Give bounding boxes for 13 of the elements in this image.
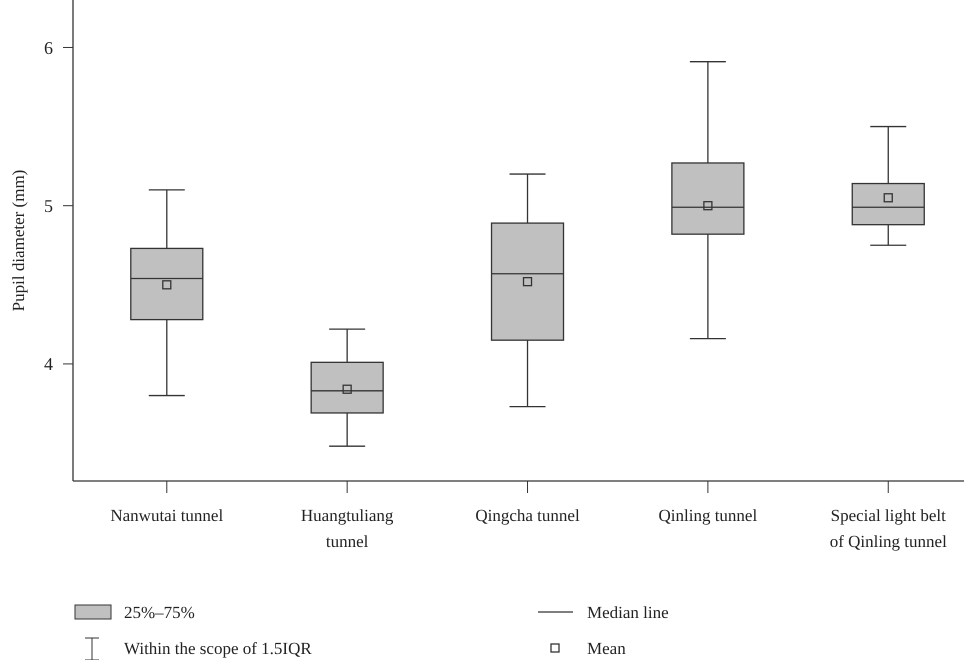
text: Median line [587, 602, 669, 622]
y-tick-label: 5 [44, 196, 53, 216]
x-tick-label: Qinling tunnel [658, 506, 758, 525]
y-axis-title: Pupil diameter (mm) [9, 170, 28, 312]
text: Mean [587, 638, 626, 658]
text: Within the scope of 1.5IQR [124, 638, 312, 658]
y-tick-label: 6 [44, 38, 53, 58]
y-tick-label: 4 [44, 354, 53, 374]
x-tick-label: Huangtuliang tunnel [300, 506, 394, 551]
x-tick-label: Qingcha tunnel [475, 506, 580, 525]
x-tick-label: Special light belt of Qinling tunnel [830, 506, 948, 551]
text: 25%–75% [124, 602, 195, 622]
x-tick-label: Nanwutai tunnel [110, 506, 224, 525]
